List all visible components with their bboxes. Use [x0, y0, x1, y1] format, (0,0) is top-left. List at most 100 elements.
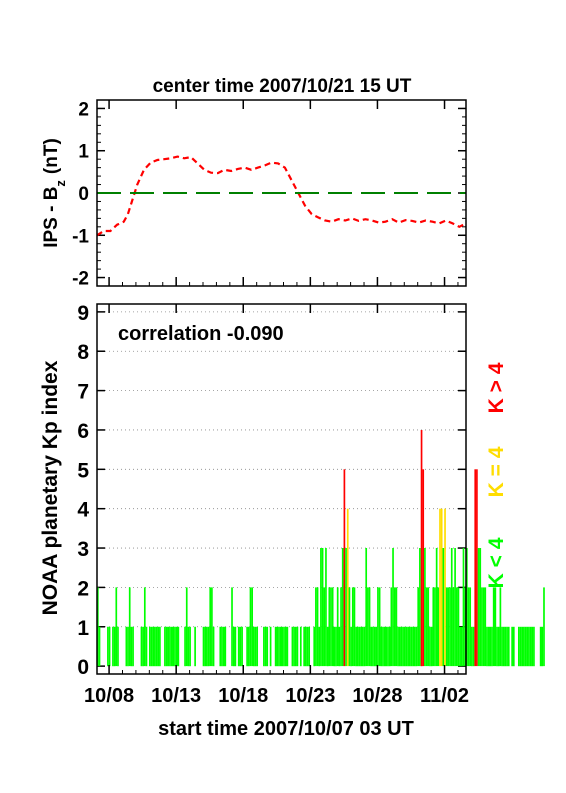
kp-bar-154	[355, 626, 357, 667]
kp-bar-168	[378, 587, 381, 667]
top-ytick-label-2: 0	[78, 184, 89, 205]
kp-bar-223	[471, 626, 473, 667]
kp-bar-47	[175, 626, 178, 667]
bottom-ytick-label-5: 4	[77, 499, 89, 522]
kp-bar-135	[323, 587, 326, 667]
kp-bar-42	[167, 626, 170, 667]
kp-bar-179	[397, 626, 399, 667]
kp-bar-205	[440, 508, 443, 667]
kp-bar-137	[326, 626, 329, 667]
kp-bar-235	[491, 626, 493, 667]
kp-bar-41	[165, 626, 168, 667]
kp-bar-221	[467, 587, 470, 667]
kp-bar-167	[377, 587, 379, 667]
kp-bar-226	[476, 469, 478, 667]
bottom-ytick-label-4: 5	[77, 459, 89, 482]
kp-bar-90	[247, 626, 250, 667]
kp-bar-48	[177, 626, 180, 667]
kp-bar-232	[486, 626, 488, 667]
kp-bar-229	[481, 587, 483, 667]
legend-k-greater-4: K > 4	[485, 362, 508, 413]
legend-k-less-4: K < 4	[485, 537, 508, 588]
kp-bar-85	[239, 626, 242, 667]
kp-bar-146	[341, 548, 344, 667]
top-series-0	[96, 155, 467, 237]
kp-bar-189	[414, 626, 416, 667]
kp-bar-155	[356, 626, 359, 667]
kp-bar-176	[392, 548, 394, 667]
top-ytick-label-4: -2	[72, 269, 89, 290]
kp-bar-20	[130, 626, 133, 667]
kp-bar-113	[286, 626, 289, 667]
kp-bar-171	[383, 626, 386, 667]
kp-bar-55	[189, 626, 191, 667]
kp-bar-46	[174, 626, 176, 667]
kp-bar-175	[390, 587, 393, 667]
kp-bar-131	[316, 587, 319, 667]
kp-bar-259	[531, 626, 534, 667]
kp-bar-231	[484, 587, 487, 667]
kp-bar-143	[336, 587, 339, 667]
kp-bar-34	[154, 626, 156, 667]
kp-bar-100	[264, 626, 267, 667]
kp-bar-45	[172, 626, 175, 667]
kp-bar-202	[435, 548, 438, 667]
kp-bar-107	[276, 626, 279, 667]
kp-bar-117	[293, 626, 295, 667]
bottom-ytick-label-7: 2	[77, 577, 89, 600]
xtick-label-2: 10/18	[218, 685, 268, 707]
kp-bar-28	[143, 587, 146, 667]
kp-bar-174	[388, 626, 391, 667]
kp-bar-157	[360, 626, 363, 667]
kp-bar-76	[224, 626, 227, 667]
kp-bar-236	[492, 587, 495, 667]
xtick-label-0: 10/08	[84, 685, 134, 707]
kp-bar-93	[252, 626, 255, 667]
kp-bar-84	[237, 626, 240, 667]
kp-bar-142	[335, 626, 337, 667]
kp-bar-148	[345, 548, 347, 667]
kp-bar-237	[494, 587, 497, 667]
kp-bar-152	[351, 587, 354, 667]
kp-bar-255	[524, 626, 527, 667]
kp-bar-136	[325, 548, 327, 667]
kp-bar-126	[308, 626, 311, 667]
kp-bar-195	[424, 548, 426, 667]
kp-bar-53	[185, 587, 188, 667]
kp-bar-91	[249, 587, 252, 667]
kp-bar-95	[256, 626, 259, 667]
kp-bar-225	[474, 469, 477, 667]
kp-bar-266	[543, 587, 545, 667]
kp-bar-211	[450, 548, 453, 667]
kp-bar-200	[432, 587, 435, 667]
kp-bar-106	[274, 626, 277, 667]
kp-bar-184	[405, 626, 408, 667]
kp-bar-215	[457, 587, 460, 667]
kp-bar-75	[222, 626, 225, 667]
kp-bar-124	[304, 626, 307, 667]
kp-bar-150	[348, 587, 351, 667]
kp-bar-129	[313, 626, 316, 667]
kp-bar-130	[315, 587, 317, 667]
kp-bar-233	[487, 626, 490, 667]
kp-bar-147	[343, 469, 346, 667]
kp-bar-173	[387, 626, 389, 667]
kp-bar-160	[365, 548, 368, 667]
kp-bar-218	[462, 548, 465, 667]
kp-bar-224	[472, 626, 475, 667]
kp-bar-242	[502, 626, 505, 667]
kp-bar-67	[209, 587, 212, 667]
bottom-ytick-label-8: 1	[77, 617, 89, 640]
kp-bar-251	[518, 626, 520, 667]
bottom-ytick-label-0: 9	[77, 302, 89, 325]
kp-bar-183	[403, 626, 406, 667]
correlation-annotation: correlation -0.090	[118, 323, 284, 345]
kp-bar-52	[184, 626, 186, 667]
kp-bar-108	[278, 626, 280, 667]
kp-bar-244	[506, 626, 508, 667]
kp-bar-265	[541, 626, 544, 667]
kp-bar-33	[152, 626, 155, 667]
bottom-ytick-label-1: 8	[77, 341, 89, 364]
kp-bar-252	[519, 626, 522, 667]
kp-bar-139	[330, 587, 332, 667]
